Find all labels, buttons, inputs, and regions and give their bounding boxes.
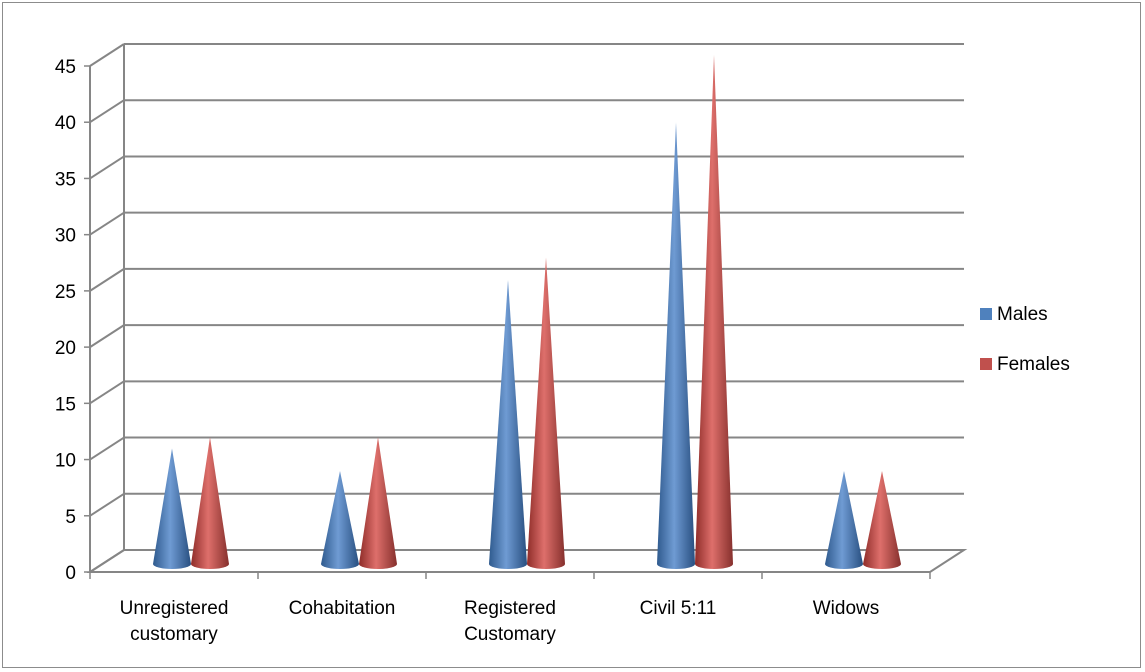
gridlines (89, 43, 964, 573)
x-category-label: Unregistered customary (120, 598, 229, 645)
x-category-label: Cohabitation (289, 598, 396, 619)
gridline (89, 211, 964, 236)
y-tick-label: 30 (55, 226, 76, 247)
legend-item-females: Females (980, 354, 1070, 375)
cone-males (321, 471, 359, 569)
gridline (89, 267, 964, 292)
floor (86, 549, 968, 573)
cone-males (657, 122, 695, 569)
y-tick-label: 25 (55, 282, 76, 303)
y-tick-label: 10 (55, 451, 76, 472)
cone-females (359, 437, 397, 569)
y-tick-label: 40 (55, 113, 76, 134)
cones (153, 55, 901, 569)
y-tick-label: 35 (55, 169, 76, 190)
legend-label: Females (997, 354, 1070, 375)
cone-females (695, 55, 733, 569)
x-category-label: Registered Customary (464, 598, 556, 645)
cone-males (489, 279, 527, 569)
cone-females (863, 471, 901, 569)
legend: Males Females (980, 304, 1070, 375)
x-category-label: Widows (813, 598, 880, 619)
cone-females (191, 437, 229, 569)
gridline (89, 436, 964, 461)
gridline (89, 99, 964, 124)
gridline (89, 380, 964, 405)
labels: 0 5 10 15 20 25 30 35 40 45 Unregistered customary C… (55, 57, 879, 645)
y-tick-label: 0 (65, 563, 76, 584)
legend-swatch (980, 358, 992, 370)
cone-males (153, 448, 191, 569)
y-tick-label: 20 (55, 338, 76, 359)
legend-item-males: Males (980, 304, 1048, 325)
axes (84, 44, 968, 579)
gridline (89, 155, 964, 180)
y-tick-label: 45 (55, 57, 76, 78)
legend-label: Males (997, 304, 1048, 325)
y-tick-label: 5 (65, 507, 76, 528)
cone-females (527, 257, 565, 569)
y-tick-label: 15 (55, 394, 76, 415)
x-category-label: Civil 5:11 (640, 598, 717, 619)
legend-swatch (980, 308, 992, 320)
gridline (89, 324, 964, 348)
gridline (89, 43, 964, 67)
cone-males (825, 471, 863, 569)
